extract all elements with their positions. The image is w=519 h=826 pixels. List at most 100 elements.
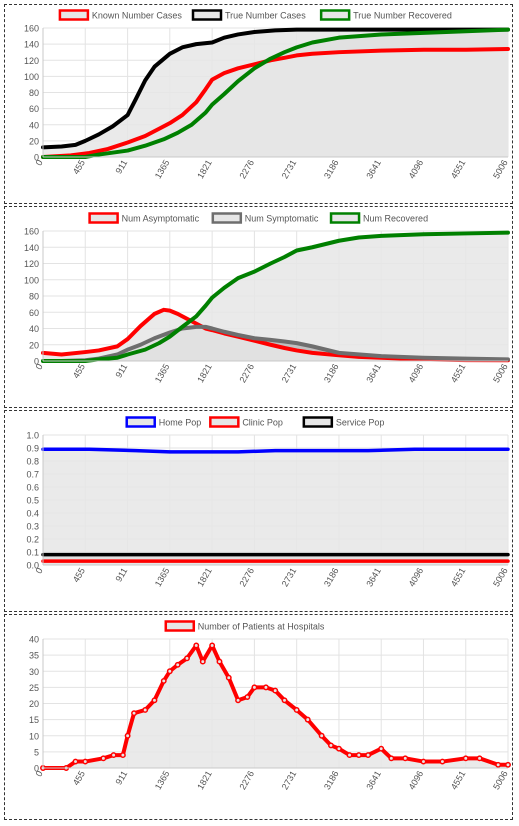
- y-tick-label: 0.7: [26, 470, 39, 480]
- y-tick-label: 15: [29, 715, 39, 725]
- x-tick-label: 3186: [322, 362, 341, 384]
- y-tick-label: 40: [29, 324, 39, 334]
- y-tick-label: 0.4: [26, 509, 39, 519]
- data-point: [193, 642, 200, 649]
- x-tick-labels: 0 455 911 1365 1821 2276 2731 3186 3641 4096 4551 5…: [34, 566, 510, 588]
- x-tick-label: 2731: [280, 362, 299, 384]
- y-tick-label: 35: [29, 651, 39, 661]
- x-tick-label: 911: [114, 566, 130, 583]
- x-tick-label: 5006: [491, 769, 510, 791]
- y-tick-labels: 0.0 0.1 0.2 0.3 0.4 0.5 0.6 0.7 0.8 0.9 1.0: [26, 431, 39, 571]
- series-fills: [43, 645, 508, 768]
- y-tick-labels: 0 20 40 60 80 100 120 140 160: [24, 227, 39, 367]
- data-point: [476, 755, 483, 762]
- x-tick-label: 4096: [407, 158, 426, 180]
- legend-label: Num Asymptomatic: [122, 214, 200, 224]
- y-tick-label: 140: [24, 40, 39, 50]
- series-fill-home-pop: [43, 449, 508, 565]
- y-tick-label: 10: [29, 731, 39, 741]
- x-tick-label: 1365: [153, 362, 172, 384]
- x-tick-label: 1821: [195, 566, 214, 588]
- data-point: [184, 655, 190, 662]
- legend-label: True Number Recovered: [353, 11, 452, 21]
- x-tick-label: 3186: [322, 566, 341, 588]
- legend-label: Home Pop: [159, 418, 202, 428]
- x-tick-label: 3186: [322, 158, 341, 180]
- legend-label: Service Pop: [336, 418, 385, 428]
- data-point: [72, 758, 79, 765]
- y-tick-label: 0.3: [26, 522, 39, 532]
- legend-label: True Number Cases: [225, 11, 306, 21]
- data-point: [124, 732, 131, 739]
- data-point: [365, 752, 372, 759]
- y-tick-label: 1.0: [26, 431, 39, 441]
- y-tick-label: 0: [34, 153, 39, 163]
- x-tick-labels: 0 455 911 1365 1821 2276 2731 3186 3641 4096 4551 5…: [34, 362, 510, 384]
- series-line-num-recovered: [41, 230, 510, 363]
- y-tick-label: 160: [24, 227, 39, 237]
- series-line-num-symptomatic: [41, 324, 510, 363]
- data-point: [119, 752, 126, 759]
- data-point: [304, 716, 311, 723]
- series-fill-num-recovered: [43, 232, 508, 361]
- y-tick-label: 120: [24, 56, 39, 66]
- x-tick-label: 1821: [195, 362, 214, 384]
- x-tick-label: 0: [34, 362, 45, 371]
- legend-swatch: [191, 9, 223, 21]
- y-tick-labels: 0 20 40 60 80 100 120 140 160: [24, 24, 39, 163]
- x-tick-label: 3186: [322, 769, 341, 791]
- chart-panel-symptoms: 0 20 40 60 80 100 120 140 160 0 455 911 1365 1821 2276…: [4, 206, 513, 408]
- data-point: [495, 761, 502, 768]
- y-tick-label: 100: [24, 275, 39, 285]
- legend-swatch: [88, 212, 119, 224]
- x-tick-label: 1821: [195, 158, 214, 180]
- legend-label: Num Symptomatic: [245, 214, 319, 224]
- data-point: [216, 658, 223, 665]
- y-tick-label: 0: [34, 357, 39, 367]
- chart-panel-hospital: 0 5 10 15 20 25 30 35 40 0 455 911 1365 1821 2276 2731 3…: [4, 614, 513, 820]
- data-point: [420, 758, 427, 765]
- data-point: [272, 687, 279, 694]
- x-tick-label: 2276: [237, 158, 256, 180]
- population-chart: 0.0 0.1 0.2 0.3 0.4 0.5 0.6 0.7 0.8 0.9 1.0 0 455 911…: [26, 416, 510, 588]
- data-point: [131, 710, 137, 717]
- x-tick-label: 4551: [449, 769, 468, 791]
- series-fill-number-of-patients-at-hospitals: [43, 645, 508, 768]
- legend: Number of Patients at Hospitals: [164, 620, 325, 632]
- chart-panel-cases: 0 20 40 60 80 100 120 140 160 0 455 911 1365 1821 2276…: [4, 4, 513, 204]
- y-tick-label: 0: [34, 764, 39, 774]
- legend-label: Known Number Cases: [92, 11, 183, 21]
- x-tick-label: 3641: [364, 769, 383, 791]
- y-tick-label: 0.9: [26, 444, 39, 454]
- x-tick-label: 3641: [364, 566, 383, 588]
- x-tick-labels: 0 455 911 1365 1821 2276 2731 3186 3641 4096 4551 5…: [34, 158, 510, 180]
- y-tick-label: 0.6: [26, 483, 39, 493]
- x-tick-label: 4096: [407, 769, 426, 791]
- x-tick-label: 4551: [449, 566, 468, 588]
- y-tick-label: 120: [24, 259, 39, 269]
- data-point: [281, 697, 288, 704]
- x-tick-label: 4096: [407, 566, 426, 588]
- x-tick-label: 1821: [195, 769, 214, 791]
- data-point: [174, 661, 181, 668]
- chart-panel-population: 0.0 0.1 0.2 0.3 0.4 0.5 0.6 0.7 0.8 0.9 1.0 0 455 911…: [4, 410, 513, 612]
- y-tick-label: 140: [24, 243, 39, 253]
- series-lines: [41, 230, 510, 363]
- x-tick-label: 455: [71, 769, 87, 787]
- data-point: [335, 745, 342, 752]
- legend: Home Pop Clinic Pop Service Pop: [125, 416, 385, 428]
- data-point: [378, 745, 385, 752]
- legend-label: Num Recovered: [363, 214, 428, 224]
- legend-swatch: [211, 212, 243, 224]
- y-tick-label: 20: [29, 699, 39, 709]
- y-tick-label: 20: [29, 340, 39, 350]
- series-fill-num-asymptomatic: [43, 309, 508, 361]
- data-point: [505, 761, 511, 768]
- y-tick-label: 0.0: [26, 561, 39, 571]
- x-tick-label: 1365: [153, 158, 172, 180]
- x-tick-labels: 0 455 911 1365 1821 2276 2731 3186 3641 4096 4551 5…: [34, 769, 510, 791]
- y-tick-label: 0.1: [26, 548, 39, 558]
- x-tick-label: 5006: [491, 158, 510, 180]
- y-tick-label: 25: [29, 683, 39, 693]
- x-tick-label: 0: [34, 158, 45, 167]
